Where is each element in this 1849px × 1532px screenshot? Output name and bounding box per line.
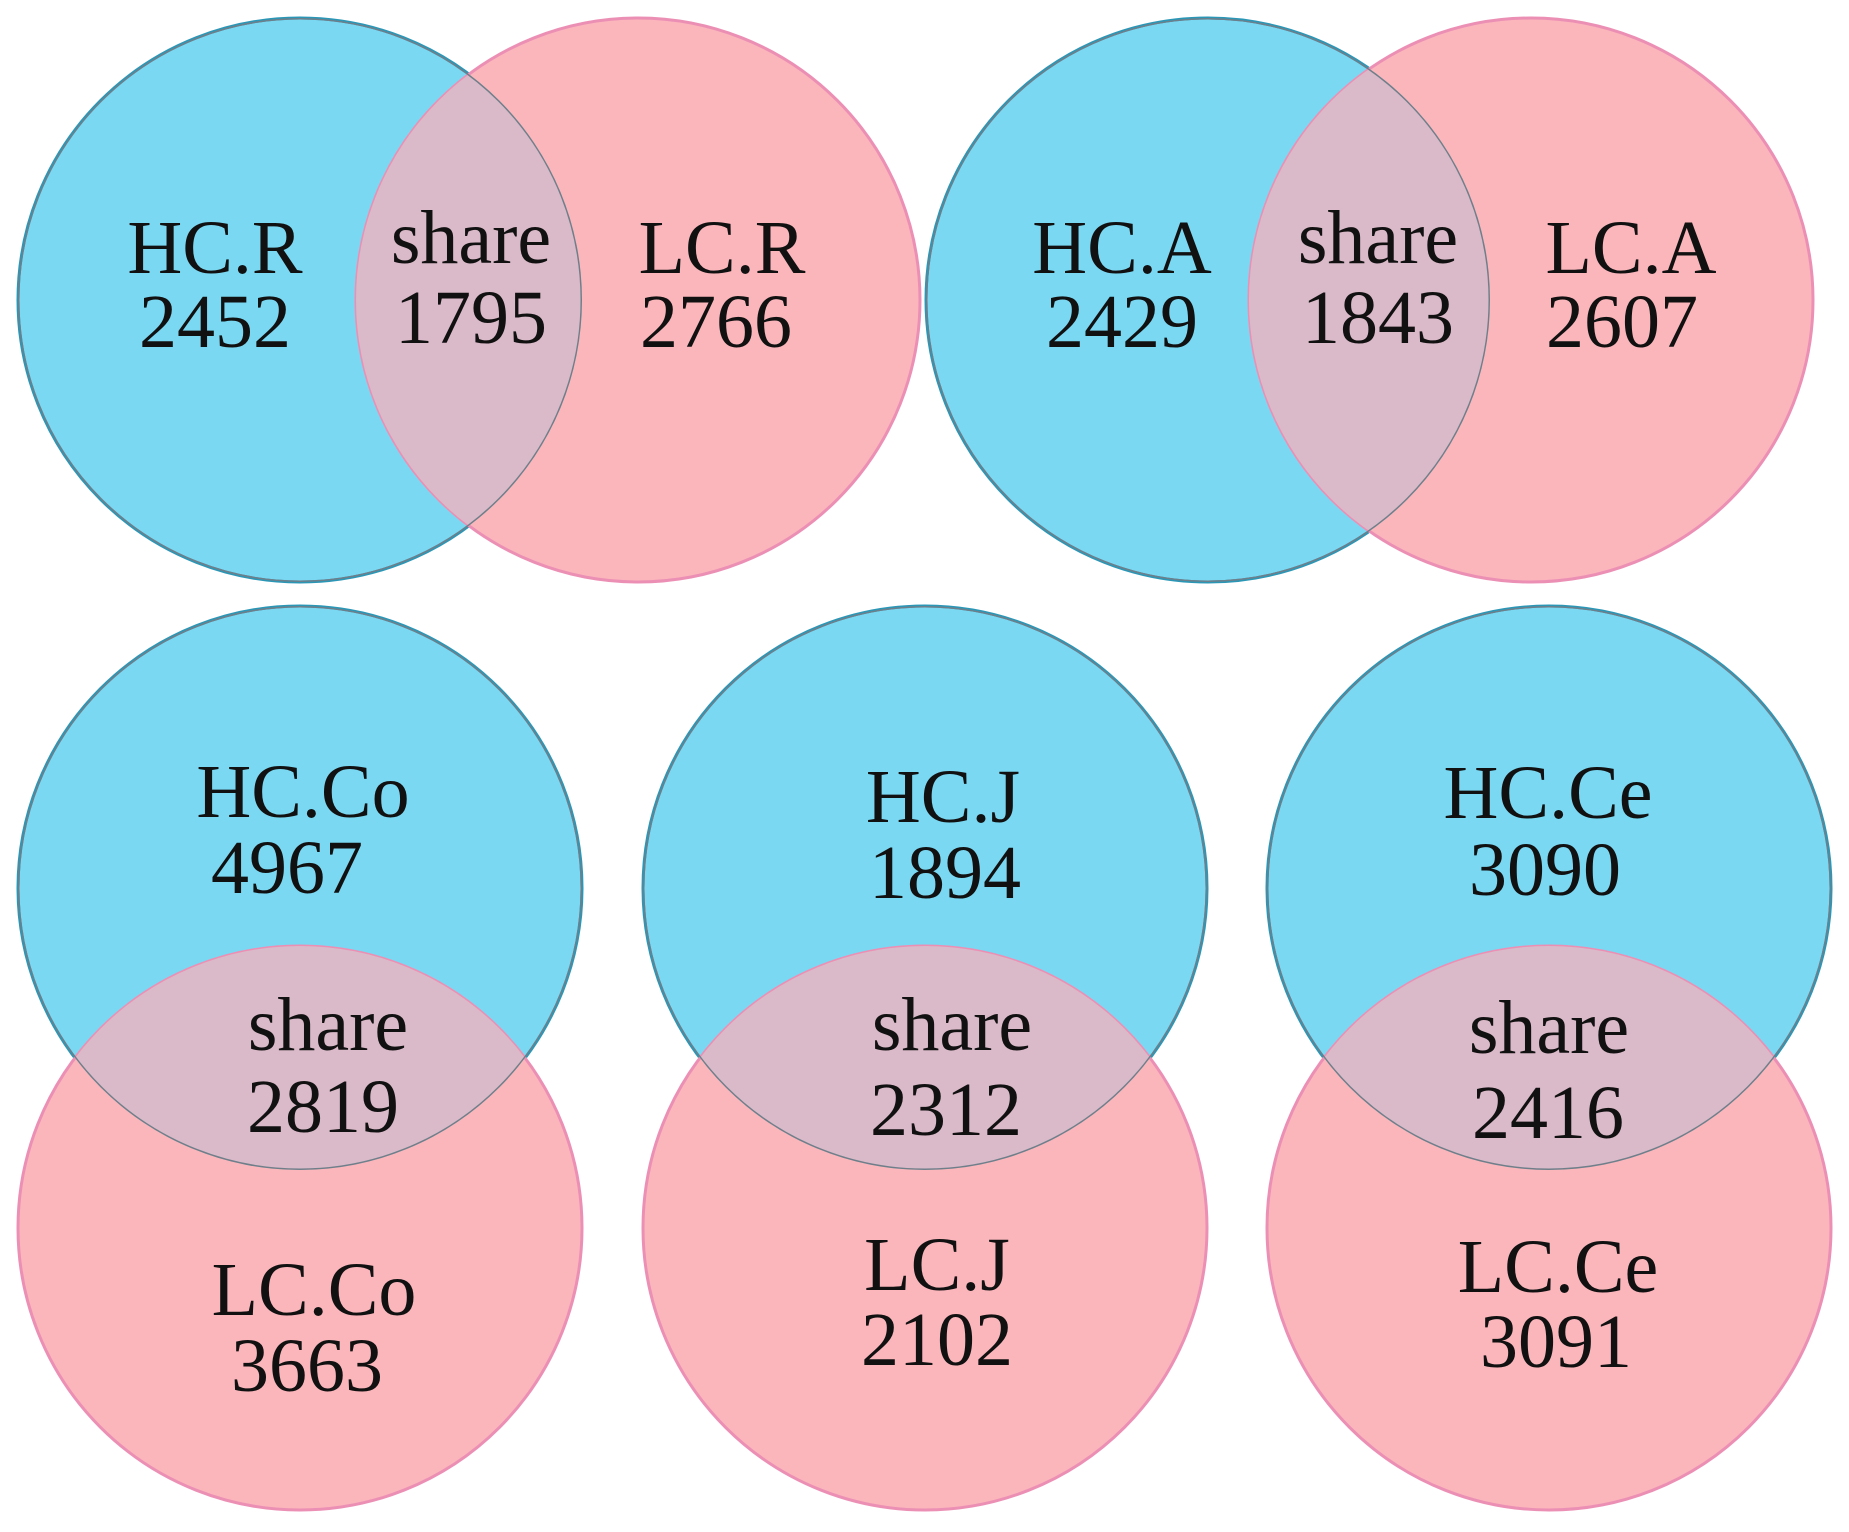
hc-count: 1894	[869, 831, 1021, 915]
venn-diagram-j: HC.J 1894 share 2312 LC.J 2102	[641, 604, 1209, 1512]
share-count: 2312	[870, 1068, 1022, 1152]
share-count: 2819	[247, 1065, 399, 1149]
share-label: share	[1469, 986, 1629, 1070]
share-count: 2416	[1472, 1071, 1624, 1155]
share-region	[1249, 18, 1490, 582]
share-label: share	[248, 983, 408, 1067]
lc-count: 3091	[1480, 1300, 1632, 1384]
lc-count: 2766	[640, 280, 792, 364]
venn-diagram-co: HC.Co 4967 share 2819 LC.Co 3663	[16, 604, 584, 1512]
share-label: share	[872, 983, 1032, 1067]
share-region	[1267, 946, 1831, 1170]
hc-count: 2452	[139, 280, 291, 364]
share-count: 1795	[395, 276, 547, 360]
lc-label: LC.R	[639, 206, 806, 290]
share-region	[18, 946, 582, 1170]
hc-label: HC.R	[127, 206, 303, 290]
share-region	[643, 946, 1207, 1170]
lc-label: LC.Ce	[1458, 1225, 1659, 1309]
share-label: share	[391, 196, 551, 280]
venn-diagram-r: HC.R 2452 share 1795 LC.R 2766	[16, 16, 922, 584]
hc-label: HC.J	[866, 755, 1020, 839]
hc-label: HC.Ce	[1444, 751, 1653, 835]
hc-count: 3090	[1469, 828, 1621, 912]
lc-count: 3663	[231, 1324, 383, 1408]
share-count: 1843	[1302, 276, 1454, 360]
venn-diagram-ce: HC.Ce 3090 share 2416 LC.Ce 3091	[1265, 604, 1833, 1512]
share-label: share	[1298, 196, 1458, 280]
hc-label: HC.Co	[196, 750, 409, 834]
lc-count: 2102	[861, 1298, 1013, 1382]
lc-label: LC.Co	[212, 1248, 417, 1332]
share-region	[356, 18, 582, 582]
lc-count: 2607	[1546, 280, 1698, 364]
venn-diagram-a: HC.A 2429 share 1843 LC.A 2607	[924, 16, 1815, 584]
hc-count: 2429	[1046, 280, 1198, 364]
lc-label: LC.J	[864, 1223, 1010, 1307]
hc-label: HC.A	[1032, 206, 1212, 290]
hc-count: 4967	[211, 826, 363, 910]
lc-label: LC.A	[1546, 206, 1717, 290]
